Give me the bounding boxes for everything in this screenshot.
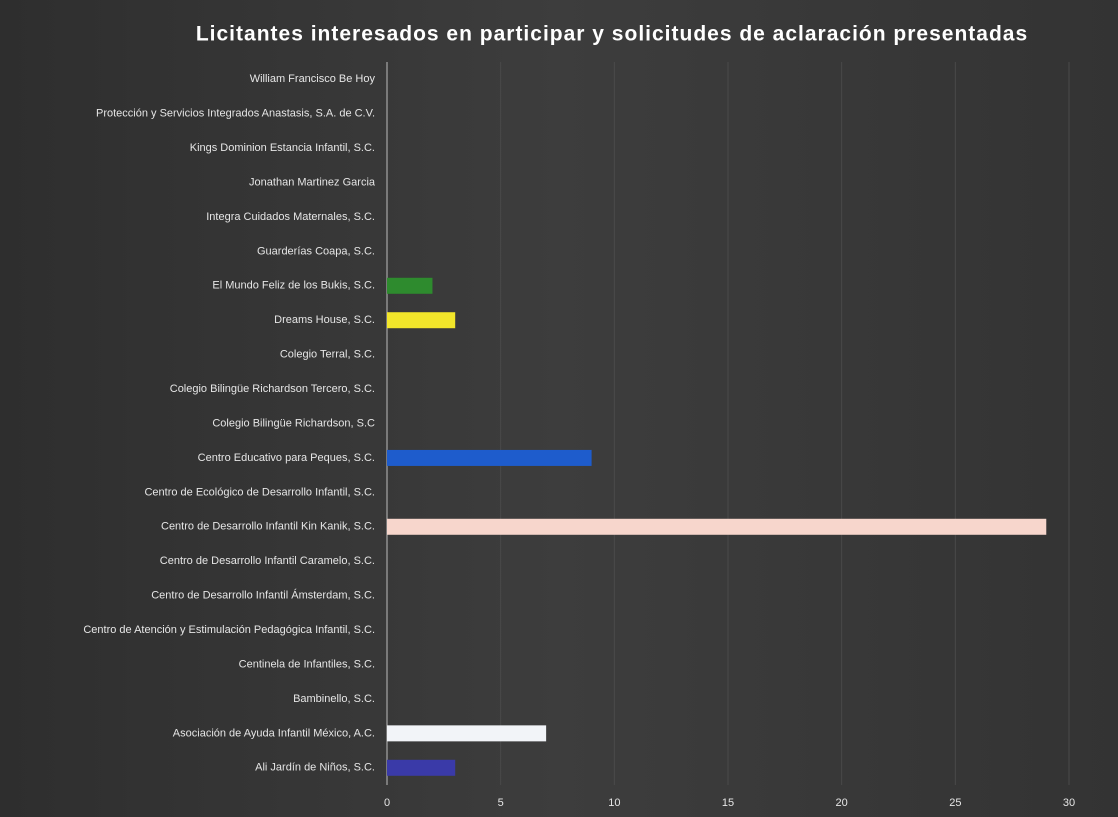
x-tick-label: 25 xyxy=(949,797,961,809)
bar xyxy=(387,759,456,776)
y-tick-label: Centro de Atención y Estimulación Pedagó… xyxy=(83,624,375,636)
y-tick-label: Jonathan Martinez Garcia xyxy=(249,176,376,188)
y-tick-label: Colegio Bilingüe Richardson, S.C xyxy=(212,417,375,429)
y-tick-label: Centro Educativo para Peques, S.C. xyxy=(198,452,375,464)
x-tick-label: 15 xyxy=(722,797,734,809)
y-tick-label: Colegio Bilingüe Richardson Tercero, S.C… xyxy=(170,383,375,395)
x-tick-label: 0 xyxy=(384,797,390,809)
bar xyxy=(387,449,592,466)
y-tick-label: El Mundo Feliz de los Bukis, S.C. xyxy=(212,280,375,292)
bar xyxy=(387,312,456,329)
x-tick-label: 20 xyxy=(836,797,848,809)
y-tick-label: Asociación de Ayuda Infantil México, A.C… xyxy=(173,727,375,739)
y-tick-label: Guarderías Coapa, S.C. xyxy=(257,245,375,257)
x-tick-label: 5 xyxy=(498,797,504,809)
y-tick-label: Centro de Desarrollo Infantil Caramelo, … xyxy=(160,555,375,567)
y-tick-label: William Francisco Be Hoy xyxy=(250,73,376,85)
x-tick-label: 30 xyxy=(1063,797,1075,809)
bar xyxy=(387,277,433,294)
bar xyxy=(387,518,1047,535)
y-tick-label: Bambinello, S.C. xyxy=(293,693,375,705)
chart-title: Licitantes interesados en participar y s… xyxy=(196,23,1028,46)
y-tick-label: Protección y Servicios Integrados Anasta… xyxy=(96,108,375,120)
y-tick-label: Kings Dominion Estancia Infantil, S.C. xyxy=(190,142,375,154)
y-tick-label: Centinela de Infantiles, S.C. xyxy=(239,658,375,670)
y-tick-label: Centro de Desarrollo Infantil Kin Kanik,… xyxy=(161,521,375,533)
y-tick-label: Ali Jardín de Niños, S.C. xyxy=(255,762,375,774)
y-tick-label: Centro de Ecológico de Desarrollo Infant… xyxy=(144,486,375,498)
x-tick-label: 10 xyxy=(608,797,620,809)
y-tick-label: Centro de Desarrollo Infantil Ámsterdam,… xyxy=(151,589,375,602)
y-tick-label: Integra Cuidados Maternales, S.C. xyxy=(206,211,375,223)
bar xyxy=(387,725,547,742)
y-tick-label: Dreams House, S.C. xyxy=(274,314,375,326)
y-tick-label: Colegio Terral, S.C. xyxy=(280,349,375,361)
